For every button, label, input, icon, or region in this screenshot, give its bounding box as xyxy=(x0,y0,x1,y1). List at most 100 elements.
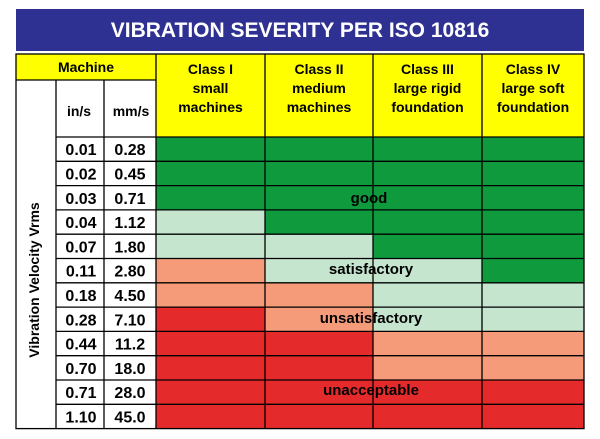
velocity-mm-s: 0.71 xyxy=(114,191,145,208)
zone-cell-good xyxy=(156,137,265,162)
zone-cell-unacceptable xyxy=(156,355,265,380)
zone-cell-good xyxy=(265,161,373,186)
unit-header-mm-s: mm/s xyxy=(113,103,150,119)
class-header-line1: Class IV xyxy=(506,61,561,77)
zone-cell-good xyxy=(482,185,584,210)
zone-cell-unacceptable xyxy=(156,331,265,356)
zone-cell-good xyxy=(373,234,482,259)
velocity-mm-s: 1.80 xyxy=(114,239,145,256)
class-header-line2: medium xyxy=(292,80,346,96)
zone-cell-satisfactory xyxy=(373,307,482,332)
zone-cell-good xyxy=(482,234,584,259)
class-header-cell xyxy=(482,54,584,137)
velocity-in-s: 0.71 xyxy=(65,385,96,402)
velocity-in-s: 0.70 xyxy=(65,361,96,378)
velocity-mm-s: 7.10 xyxy=(114,312,145,329)
velocity-in-s: 0.04 xyxy=(65,215,96,232)
zone-cell-unacceptable xyxy=(373,380,482,405)
zone-cell-good xyxy=(373,161,482,186)
machine-header: Machine xyxy=(58,59,114,75)
velocity-mm-s: 0.28 xyxy=(114,142,145,159)
chart-title: VIBRATION SEVERITY PER ISO 10816 xyxy=(111,19,490,42)
class-header-line1: Class I xyxy=(188,61,233,77)
zone-cell-good xyxy=(482,209,584,235)
velocity-mm-s: 45.0 xyxy=(114,409,145,426)
zone-cell-unsatisfactory xyxy=(265,282,373,308)
zone-cell-unsatisfactory xyxy=(373,355,482,380)
unit-header-in-s: in/s xyxy=(67,103,91,119)
class-header-cell xyxy=(373,54,482,137)
zone-cell-unacceptable xyxy=(265,331,373,356)
zone-cell-satisfactory xyxy=(373,258,482,283)
velocity-mm-s: 1.12 xyxy=(114,215,145,232)
zone-label-good: good xyxy=(351,190,388,207)
zone-cell-good xyxy=(482,137,584,162)
class-header-line1: Class II xyxy=(294,61,343,77)
zone-cell-unsatisfactory xyxy=(373,331,482,356)
zone-cell-good xyxy=(156,161,265,186)
velocity-in-s: 1.10 xyxy=(65,409,96,426)
velocity-mm-s: 0.45 xyxy=(114,166,145,183)
zone-cell-good xyxy=(265,137,373,162)
velocity-in-s: 0.07 xyxy=(65,239,96,256)
zone-cell-satisfactory xyxy=(265,234,373,259)
zone-cell-satisfactory xyxy=(482,282,584,308)
zone-cell-unacceptable xyxy=(265,355,373,380)
class-header-line3: machines xyxy=(178,99,243,115)
zone-cell-good xyxy=(265,209,373,235)
zone-cell-satisfactory xyxy=(156,234,265,259)
class-header-cell xyxy=(156,54,265,137)
zone-cell-unacceptable xyxy=(482,404,584,429)
velocity-in-s: 0.01 xyxy=(65,142,96,159)
zone-cell-satisfactory xyxy=(373,282,482,308)
zone-cell-unacceptable xyxy=(265,404,373,429)
zone-cell-good xyxy=(373,209,482,235)
zone-cell-unsatisfactory xyxy=(265,307,373,332)
zone-cell-good xyxy=(156,185,265,210)
velocity-mm-s: 28.0 xyxy=(114,385,145,402)
zone-label-unsatisfactory: unsatisfactory xyxy=(320,310,423,327)
velocity-in-s: 0.02 xyxy=(65,166,96,183)
velocity-in-s: 0.18 xyxy=(65,288,96,305)
class-header-cell xyxy=(265,54,373,137)
class-header-line1: Class III xyxy=(401,61,454,77)
zone-cell-satisfactory xyxy=(156,209,265,235)
zone-label-unacceptable: unacceptable xyxy=(323,382,419,399)
title-bar xyxy=(16,9,584,51)
zone-cell-unacceptable xyxy=(156,380,265,405)
zone-cell-unacceptable xyxy=(156,307,265,332)
class-header-line3: foundation xyxy=(391,99,463,115)
table-frame xyxy=(15,53,585,430)
zone-cell-good xyxy=(373,137,482,162)
velocity-mm-s: 11.2 xyxy=(115,337,145,354)
zone-cell-satisfactory xyxy=(482,307,584,332)
zone-cell-good xyxy=(482,258,584,283)
velocity-mm-s: 4.50 xyxy=(114,288,145,305)
zone-cell-good xyxy=(482,161,584,186)
class-header-line2: small xyxy=(193,80,229,96)
zone-cell-unsatisfactory xyxy=(156,282,265,308)
velocity-in-s: 0.44 xyxy=(65,337,96,354)
zone-cell-unsatisfactory xyxy=(482,331,584,356)
class-header-line3: foundation xyxy=(497,99,569,115)
velocity-in-s: 0.03 xyxy=(65,191,96,208)
velocity-in-s: 0.28 xyxy=(65,312,96,329)
zone-cell-unsatisfactory xyxy=(156,258,265,283)
zone-cell-unacceptable xyxy=(265,380,373,405)
zone-cell-unsatisfactory xyxy=(482,355,584,380)
class-header-line3: machines xyxy=(287,99,352,115)
velocity-in-s: 0.11 xyxy=(66,264,96,281)
zone-cell-good xyxy=(373,185,482,210)
machine-header-cell xyxy=(16,54,156,80)
class-header-line2: large soft xyxy=(501,80,564,96)
zone-cell-unacceptable xyxy=(373,404,482,429)
velocity-mm-s: 18.0 xyxy=(114,361,145,378)
zone-cell-unacceptable xyxy=(156,404,265,429)
zone-cell-satisfactory xyxy=(265,258,373,283)
row-axis-label: Vibration Velocity Vrms xyxy=(26,202,42,358)
class-header-line2: large rigid xyxy=(394,80,462,96)
velocity-mm-s: 2.80 xyxy=(114,264,145,281)
zone-label-satisfactory: satisfactory xyxy=(329,261,414,278)
zone-cell-unacceptable xyxy=(482,380,584,405)
